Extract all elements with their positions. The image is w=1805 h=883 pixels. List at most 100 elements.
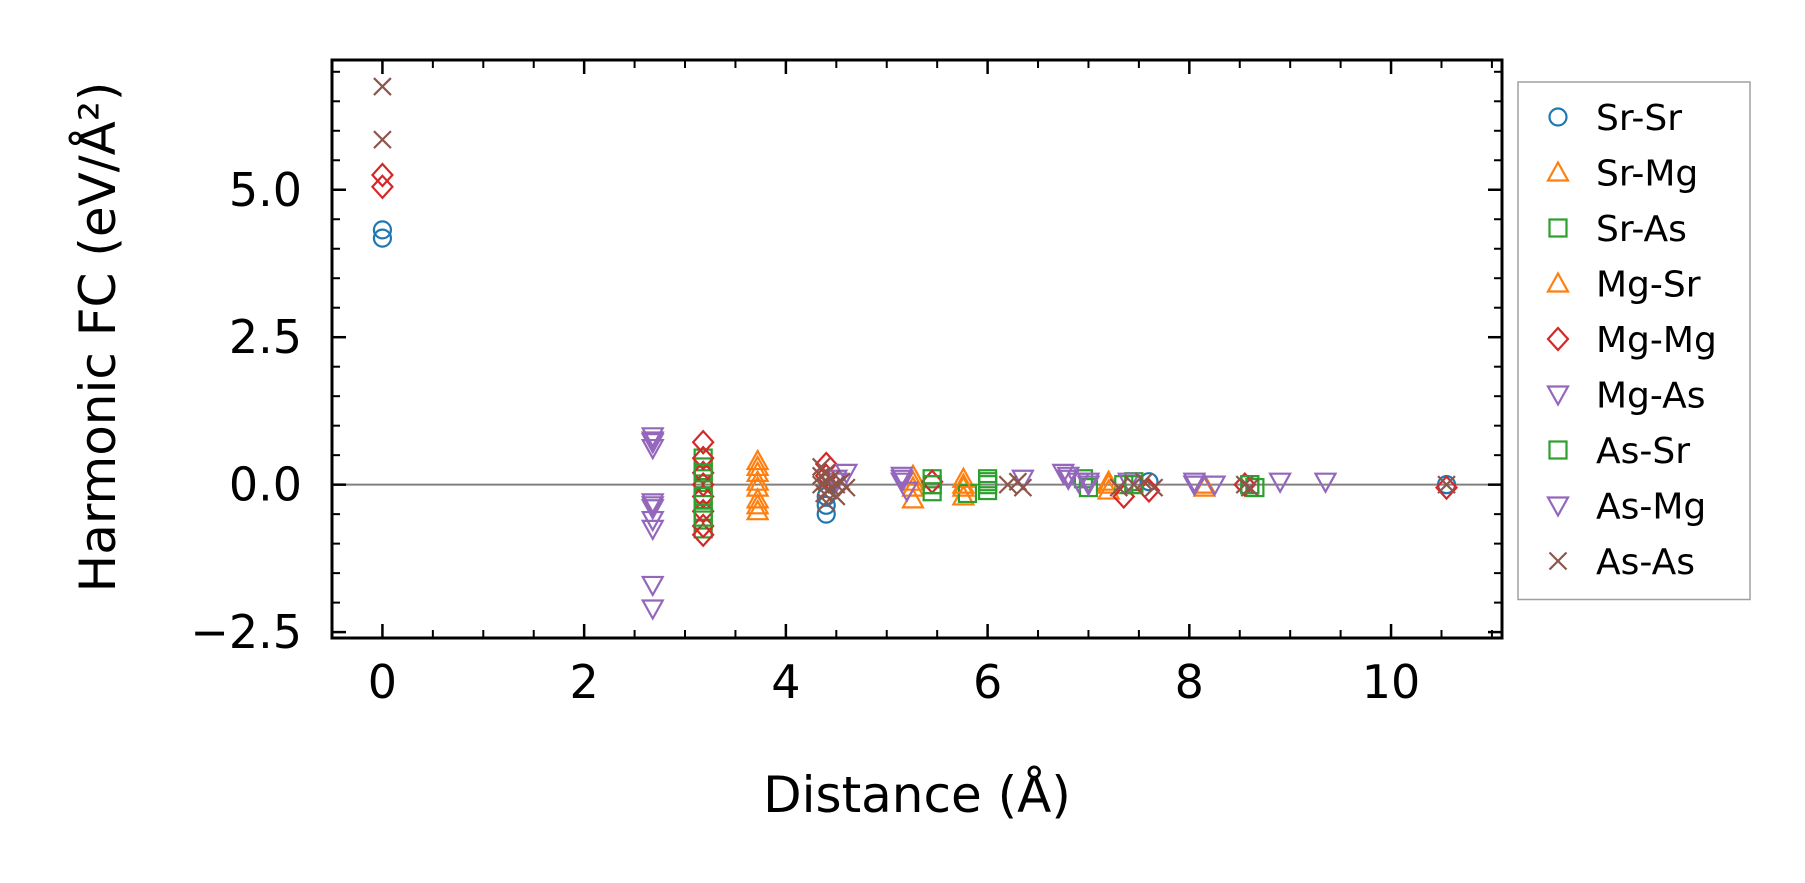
data-point bbox=[1182, 472, 1207, 494]
data-point bbox=[1109, 478, 1128, 497]
data-point bbox=[691, 522, 715, 548]
legend-marker bbox=[1548, 440, 1568, 460]
data-point bbox=[1124, 475, 1144, 494]
data-point bbox=[640, 493, 665, 515]
data-point bbox=[370, 162, 394, 188]
data-point bbox=[745, 454, 770, 477]
x-axis-label: Distance (Å) bbox=[763, 766, 1071, 824]
y-axis-label: Harmonic FC (eV/Å²) bbox=[69, 82, 127, 593]
legend-item: Mg-As bbox=[1546, 376, 1706, 417]
data-point bbox=[691, 429, 715, 455]
data-point bbox=[1011, 469, 1035, 492]
legend-item: Sr-Mg bbox=[1546, 154, 1698, 195]
legend-label: Sr-Sr bbox=[1596, 98, 1682, 139]
data-point bbox=[1235, 475, 1255, 494]
data-point bbox=[1134, 472, 1154, 491]
x-tick-label: 0 bbox=[368, 655, 397, 709]
data-point bbox=[1096, 469, 1121, 491]
series-as-as bbox=[373, 77, 1456, 512]
data-point bbox=[745, 487, 770, 509]
legend-marker bbox=[1546, 496, 1570, 518]
legend-item: As-Sr bbox=[1548, 431, 1690, 472]
legend-item: As-As bbox=[1548, 542, 1695, 583]
data-point bbox=[998, 475, 1018, 494]
data-point bbox=[895, 481, 919, 503]
data-point bbox=[640, 599, 665, 621]
data-point bbox=[1144, 478, 1164, 497]
y-tick-label: 2.5 bbox=[229, 310, 302, 364]
data-point bbox=[745, 498, 770, 521]
legend-label: As-Mg bbox=[1596, 487, 1706, 528]
x-tick-label: 10 bbox=[1362, 655, 1421, 709]
legend-item: As-Mg bbox=[1546, 487, 1706, 528]
data-point bbox=[372, 228, 393, 248]
data-point bbox=[691, 513, 715, 539]
data-point bbox=[691, 445, 715, 471]
data-point bbox=[373, 130, 392, 149]
data-point bbox=[1268, 472, 1292, 494]
data-point bbox=[640, 519, 665, 542]
legend-marker bbox=[1546, 271, 1570, 293]
data-point bbox=[951, 472, 976, 494]
data-point bbox=[691, 483, 715, 510]
data-point bbox=[1139, 472, 1159, 492]
legend-marker bbox=[1548, 107, 1568, 127]
data-point bbox=[693, 486, 713, 507]
legend-label: Mg-Sr bbox=[1596, 265, 1701, 306]
legend-marker bbox=[1546, 385, 1570, 407]
data-point bbox=[373, 77, 392, 96]
data-point bbox=[837, 478, 856, 497]
data-point bbox=[920, 469, 944, 495]
legend: Sr-Sr Sr-Mg Sr-As Mg-Sr Mg-Mg Mg-As As-Sr As-Mg… bbox=[1517, 81, 1751, 601]
data-point bbox=[745, 448, 770, 471]
legend-item: Sr-Sr bbox=[1548, 98, 1682, 139]
data-point bbox=[1240, 475, 1260, 495]
x-tick-label: 2 bbox=[570, 655, 599, 709]
series-sr-sr bbox=[372, 220, 1457, 524]
y-tick-label: 5.0 bbox=[229, 163, 302, 217]
data-point bbox=[745, 460, 770, 482]
series-sr-as bbox=[693, 448, 1265, 539]
x-tick-label: 4 bbox=[771, 655, 800, 709]
series-as-sr bbox=[693, 463, 1260, 527]
data-point bbox=[1182, 475, 1207, 497]
data-point bbox=[890, 466, 914, 489]
data-point bbox=[1313, 472, 1338, 494]
data-point bbox=[890, 469, 914, 492]
legend-item: Mg-Mg bbox=[1546, 320, 1717, 361]
data-point bbox=[1076, 472, 1101, 494]
data-point bbox=[1435, 474, 1459, 501]
legend-label: As-As bbox=[1596, 542, 1695, 583]
plot-area: 0 2 4 6 8 10 −2.5 0.0 2.5 5.0 bbox=[190, 58, 1504, 709]
data-point bbox=[1233, 472, 1257, 498]
data-point bbox=[1096, 478, 1121, 500]
legend-marker bbox=[1548, 218, 1568, 238]
x-tick-label: 6 bbox=[973, 655, 1002, 709]
data-point bbox=[814, 463, 838, 489]
data-point bbox=[978, 472, 998, 492]
data-point bbox=[640, 575, 665, 598]
data-point bbox=[1013, 478, 1033, 497]
data-point bbox=[1240, 478, 1260, 497]
legend-item: Mg-Sr bbox=[1546, 265, 1701, 306]
data-point bbox=[1056, 469, 1081, 492]
plot-frame bbox=[330, 58, 1504, 640]
legend-marker bbox=[1546, 160, 1570, 182]
data-point bbox=[821, 478, 841, 497]
data-point bbox=[640, 431, 665, 453]
data-point bbox=[640, 427, 665, 449]
legend-item: Sr-As bbox=[1548, 209, 1687, 250]
data-point bbox=[922, 475, 942, 495]
x-tick-label: 8 bbox=[1175, 655, 1204, 709]
legend-label: Sr-Mg bbox=[1596, 154, 1698, 195]
y-tick-label: 0.0 bbox=[229, 458, 302, 512]
legend-label: Mg-Mg bbox=[1596, 320, 1717, 361]
data-point bbox=[640, 499, 665, 521]
data-point bbox=[640, 438, 665, 461]
legend-label: As-Sr bbox=[1596, 431, 1690, 472]
legend-label: Mg-As bbox=[1596, 376, 1706, 417]
data-point bbox=[693, 507, 713, 527]
y-tick-label: −2.5 bbox=[190, 605, 302, 659]
legend-marker bbox=[1546, 326, 1570, 352]
